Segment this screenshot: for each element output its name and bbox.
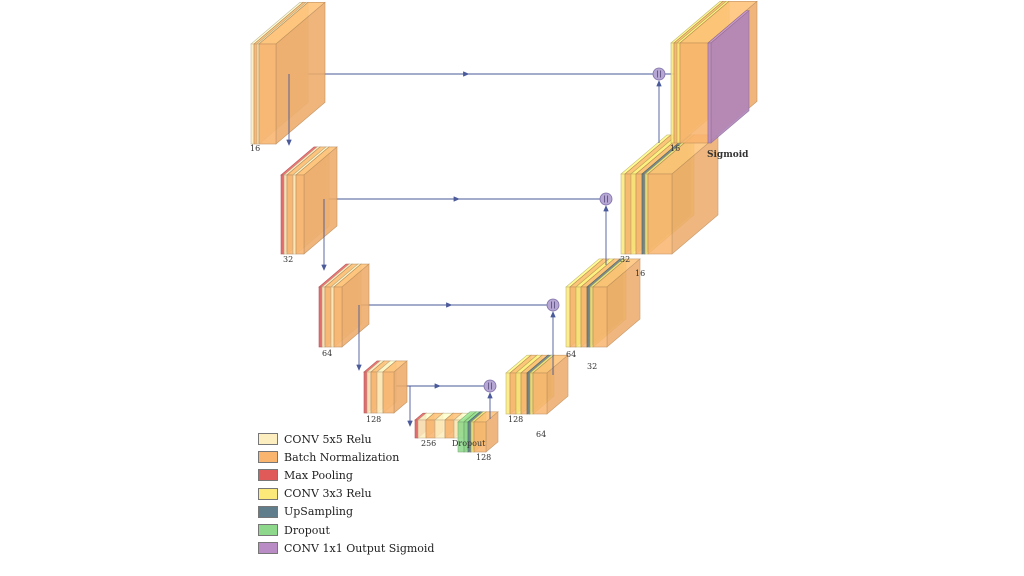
dec1-label: 16 xyxy=(670,144,680,153)
legend-label: Max Pooling xyxy=(284,468,353,482)
skip-4-concat-node xyxy=(483,379,497,393)
legend-swatch xyxy=(258,505,278,518)
legend-label: CONV 5x5 Relu xyxy=(284,432,372,446)
legend-label: Dropout xyxy=(284,523,330,537)
concat-nodes xyxy=(483,67,666,393)
skip-1-concat-node xyxy=(652,67,666,81)
legend-label: UpSampling xyxy=(284,505,354,519)
dec4-layer-6 xyxy=(532,354,569,415)
bottleneck-up-layer-4 xyxy=(473,411,499,453)
enc4-label: 128 xyxy=(366,415,381,424)
dec4a-label: 128 xyxy=(508,415,523,424)
down-up-connections xyxy=(286,74,662,427)
enc2-layer-4 xyxy=(295,146,338,255)
enc1-layer-3 xyxy=(258,1,326,145)
legend-item-batchnorm: Batch Normalization xyxy=(258,448,434,466)
skip-2-concat-node xyxy=(599,192,613,206)
bottleneck-up-label: 128 xyxy=(476,453,491,462)
legend-item-upsampling: UpSampling xyxy=(258,503,434,521)
layer-blocks xyxy=(250,0,758,453)
dec4b-label: 64 xyxy=(536,430,546,439)
dropout-label: Dropout xyxy=(452,439,486,448)
legend-swatch xyxy=(258,524,278,537)
dec3b-label: 32 xyxy=(587,362,597,371)
enc3-label: 64 xyxy=(322,349,332,358)
legend-item-conv3x3: CONV 3x3 Relu xyxy=(258,485,434,503)
bottleneck-label: 256 xyxy=(421,439,436,448)
output-label: Sigmoid xyxy=(707,150,749,160)
enc2-label: 32 xyxy=(283,255,293,264)
legend-item-maxpool: Max Pooling xyxy=(258,466,434,484)
skip-3-concat-node xyxy=(546,298,560,312)
legend-item-dropout: Dropout xyxy=(258,521,434,539)
dec3-layer-6 xyxy=(592,258,641,348)
legend-label: Batch Normalization xyxy=(284,450,400,464)
enc1-label: 16 xyxy=(250,144,260,153)
legend-swatch xyxy=(258,433,278,446)
enc3-layer-4 xyxy=(333,263,370,348)
legend-label: CONV 3x3 Relu xyxy=(284,487,372,501)
legend-swatch xyxy=(258,487,278,500)
dec3a-label: 64 xyxy=(566,350,576,359)
legend: CONV 5x5 Relu Batch Normalization Max Po… xyxy=(258,430,434,557)
dec2a-label: 32 xyxy=(620,255,630,264)
dec2b-label: 16 xyxy=(635,269,645,278)
legend-item-conv5x5: CONV 5x5 Relu xyxy=(258,430,434,448)
legend-label: CONV 1x1 Output Sigmoid xyxy=(284,541,435,555)
block-labels: 16 32 64 128 256 Dropout 128 128 64 64 3… xyxy=(250,144,749,462)
enc4-layer-4 xyxy=(382,360,408,414)
legend-item-conv1x1: CONV 1x1 Output Sigmoid xyxy=(258,539,434,557)
output-conv1x1 xyxy=(707,10,750,144)
legend-swatch xyxy=(258,469,278,482)
legend-swatch xyxy=(258,542,278,555)
dec2-layer-6 xyxy=(647,134,719,255)
legend-swatch xyxy=(258,451,278,464)
